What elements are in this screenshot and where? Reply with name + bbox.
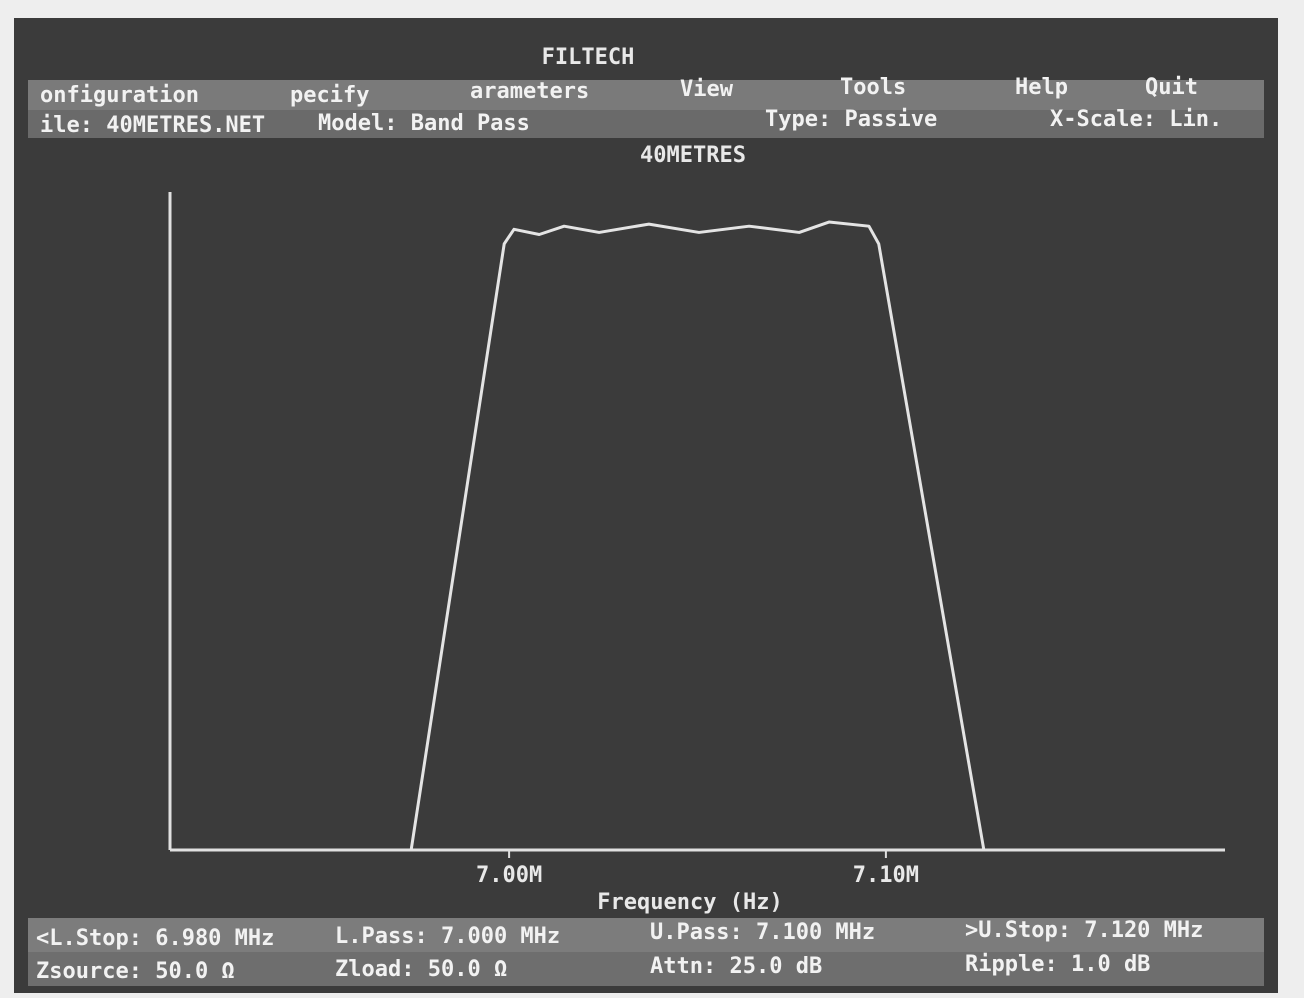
menu-item[interactable]: Quit <box>1145 75 1198 100</box>
menu-item[interactable]: arameters <box>470 79 589 104</box>
info-field: Type: Passive <box>765 107 937 132</box>
menu-item[interactable]: Help <box>1015 75 1068 100</box>
menu-item[interactable]: Tools <box>840 75 906 100</box>
status-field: <L.Stop: 6.980 MHz <box>36 926 274 951</box>
menu-item[interactable]: onfiguration <box>40 83 199 108</box>
menu-item[interactable]: pecify <box>290 83 369 108</box>
status-field: >U.Stop: 7.120 MHz <box>965 918 1203 943</box>
chart-title: 40METRES <box>640 143 746 168</box>
x-tick-label: 7.00M <box>476 863 542 888</box>
status-field: Attn: 25.0 dB <box>650 954 822 979</box>
status-field: L.Pass: 7.000 MHz <box>335 924 560 949</box>
x-axis-label: Frequency (Hz) <box>597 890 782 915</box>
screen: FILTECH onfiguration pecify arameters Vi… <box>0 0 1304 998</box>
status-field: Zsource: 50.0 Ω <box>36 959 235 984</box>
info-field: ile: 40METRES.NET <box>40 113 265 138</box>
info-field: X-Scale: Lin. <box>1050 107 1222 132</box>
status-field: U.Pass: 7.100 MHz <box>650 920 875 945</box>
menu-bar <box>28 80 1264 110</box>
x-tick-label: 7.10M <box>853 863 919 888</box>
info-field: Model: Band Pass <box>318 111 530 136</box>
menu-item[interactable]: View <box>680 77 734 102</box>
status-field: Zload: 50.0 Ω <box>335 957 507 982</box>
status-field: Ripple: 1.0 dB <box>965 952 1150 977</box>
app-title: FILTECH <box>542 45 635 70</box>
